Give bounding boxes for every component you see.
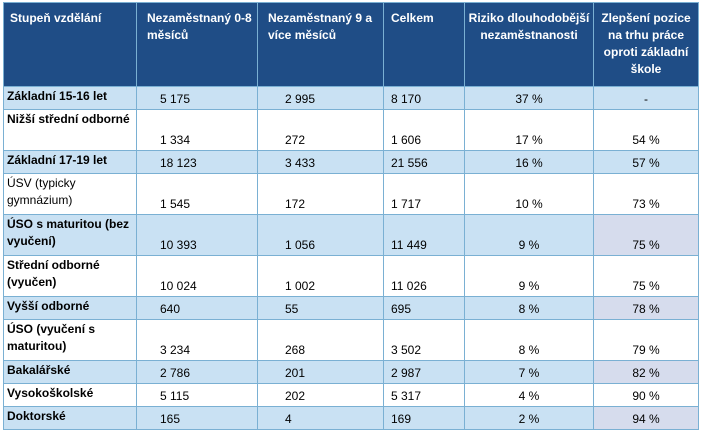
cell-risk: 37 % [464, 86, 594, 110]
cell-improvement: 57 % [593, 150, 699, 174]
cell-improvement: 82 % [593, 360, 699, 384]
cell-unemployed-0-8: 1 545 [136, 173, 258, 215]
header-total: Celkem [383, 2, 465, 87]
cell-unemployed-0-8: 10 393 [136, 214, 258, 256]
cell-unemployed-9-plus: 268 [257, 319, 384, 361]
cell-improvement: 78 % [593, 296, 699, 320]
table-row: ÚSO (vyučení s maturitou) 3 234 268 3 50… [3, 319, 699, 361]
cell-unemployed-9-plus: 55 [257, 296, 384, 320]
header-unemployed-0-8: Nezaměstnaný 0-8 měsíců [136, 2, 258, 87]
row-label: ÚSO s maturitou (bez vyučení) [3, 214, 137, 256]
header-improvement: Zlepšení pozice na trhu práce oproti zák… [593, 2, 699, 87]
table-row: Doktorské 165 4 169 2 % 94 % [3, 406, 699, 430]
row-label: Vysokoškolské [3, 383, 137, 407]
row-label: Doktorské [3, 406, 137, 430]
cell-improvement: 75 % [593, 255, 699, 297]
cell-total: 5 317 [383, 383, 465, 407]
row-label: Vyšší odborné [3, 296, 137, 320]
cell-unemployed-0-8: 5 175 [136, 86, 258, 110]
cell-total: 3 502 [383, 319, 465, 361]
header-education-level: Stupeň vzdělání [3, 2, 137, 87]
cell-risk: 16 % [464, 150, 594, 174]
cell-risk: 2 % [464, 406, 594, 430]
table-row: Základní 17-19 let 18 123 3 433 21 556 1… [3, 150, 699, 174]
cell-risk: 9 % [464, 255, 594, 297]
cell-unemployed-0-8: 18 123 [136, 150, 258, 174]
cell-unemployed-9-plus: 201 [257, 360, 384, 384]
cell-unemployed-9-plus: 2 995 [257, 86, 384, 110]
cell-improvement: 73 % [593, 173, 699, 215]
cell-total: 1 717 [383, 173, 465, 215]
cell-improvement: 90 % [593, 383, 699, 407]
row-label: Nižší střední odborné [3, 109, 137, 151]
table-row: Střední odborné (vyučen) 10 024 1 002 11… [3, 255, 699, 297]
cell-total: 2 987 [383, 360, 465, 384]
row-label: ÚSV (typicky gymnázium) [3, 173, 137, 215]
cell-unemployed-9-plus: 202 [257, 383, 384, 407]
cell-risk: 8 % [464, 296, 594, 320]
cell-unemployed-0-8: 165 [136, 406, 258, 430]
cell-unemployed-0-8: 2 786 [136, 360, 258, 384]
cell-unemployed-9-plus: 4 [257, 406, 384, 430]
unemployment-table: Stupeň vzdělání Nezaměstnaný 0-8 měsíců … [3, 2, 699, 430]
row-label: Základní 15-16 let [3, 86, 137, 110]
header-unemployed-9-plus: Nezaměstnaný 9 a více měsíců [257, 2, 384, 87]
cell-unemployed-9-plus: 272 [257, 109, 384, 151]
row-label: Bakalářské [3, 360, 137, 384]
cell-unemployed-0-8: 1 334 [136, 109, 258, 151]
header-risk: Riziko dlouhodobější nezaměstnanosti [464, 2, 594, 87]
cell-unemployed-0-8: 5 115 [136, 383, 258, 407]
cell-total: 169 [383, 406, 465, 430]
cell-total: 11 026 [383, 255, 465, 297]
cell-risk: 8 % [464, 319, 594, 361]
table-row: Nižší střední odborné 1 334 272 1 606 17… [3, 109, 699, 151]
table-row: Vysokoškolské 5 115 202 5 317 4 % 90 % [3, 383, 699, 407]
cell-total: 1 606 [383, 109, 465, 151]
cell-unemployed-9-plus: 3 433 [257, 150, 384, 174]
row-label: Střední odborné (vyučen) [3, 255, 137, 297]
cell-unemployed-9-plus: 1 002 [257, 255, 384, 297]
cell-total: 695 [383, 296, 465, 320]
cell-improvement: 75 % [593, 214, 699, 256]
cell-risk: 10 % [464, 173, 594, 215]
row-label: Základní 17-19 let [3, 150, 137, 174]
table-row: ÚSO s maturitou (bez vyučení) 10 393 1 0… [3, 214, 699, 256]
cell-risk: 17 % [464, 109, 594, 151]
cell-improvement: 79 % [593, 319, 699, 361]
cell-unemployed-9-plus: 1 056 [257, 214, 384, 256]
table-row: Vyšší odborné 640 55 695 8 % 78 % [3, 296, 699, 320]
cell-unemployed-0-8: 640 [136, 296, 258, 320]
table-row: Bakalářské 2 786 201 2 987 7 % 82 % [3, 360, 699, 384]
row-label: ÚSO (vyučení s maturitou) [3, 319, 137, 361]
cell-total: 11 449 [383, 214, 465, 256]
cell-total: 8 170 [383, 86, 465, 110]
cell-improvement: 54 % [593, 109, 699, 151]
table-row: Základní 15-16 let 5 175 2 995 8 170 37 … [3, 86, 699, 110]
cell-risk: 9 % [464, 214, 594, 256]
cell-unemployed-9-plus: 172 [257, 173, 384, 215]
cell-improvement: - [593, 86, 699, 110]
cell-unemployed-0-8: 10 024 [136, 255, 258, 297]
cell-risk: 7 % [464, 360, 594, 384]
header-row: Stupeň vzdělání Nezaměstnaný 0-8 měsíců … [3, 2, 699, 87]
cell-total: 21 556 [383, 150, 465, 174]
cell-unemployed-0-8: 3 234 [136, 319, 258, 361]
table-row: ÚSV (typicky gymnázium) 1 545 172 1 717 … [3, 173, 699, 215]
cell-risk: 4 % [464, 383, 594, 407]
cell-improvement: 94 % [593, 406, 699, 430]
